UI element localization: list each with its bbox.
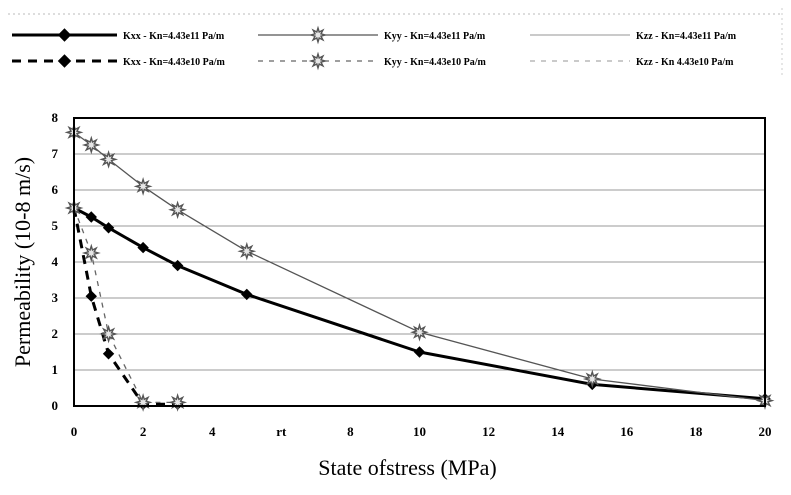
x-tick-label: 20 xyxy=(759,424,772,439)
x-tick-label: 4 xyxy=(209,424,216,439)
data-point xyxy=(133,176,153,196)
legend-item: Kyy - Kn=4.43e10 Pa/m xyxy=(258,51,486,71)
data-point xyxy=(85,290,97,302)
data-point xyxy=(137,241,149,254)
x-tick-labels: 0 2 4 rt 8 10 12 14 16 18 20 xyxy=(71,424,772,439)
x-tick-label: 10 xyxy=(413,424,426,439)
legend-label: Kzz - Kn=4.43e11 Pa/m xyxy=(636,31,737,42)
legend-swatch-marker xyxy=(308,51,328,71)
data-point xyxy=(99,324,119,344)
x-tick-label: 12 xyxy=(482,424,495,439)
x-tick-label: 14 xyxy=(551,424,565,439)
legend-swatch-marker xyxy=(308,25,328,45)
data-point xyxy=(168,200,188,220)
x-tick-label: 8 xyxy=(347,424,354,439)
legend-item: Kxx - Kn=4.43e11 Pa/m xyxy=(12,28,225,42)
data-point xyxy=(133,392,153,412)
y-tick-label: 0 xyxy=(52,398,59,413)
data-point xyxy=(102,222,115,234)
legend-label: Kxx - Kn=4.43e11 Pa/m xyxy=(123,31,225,42)
series-layer xyxy=(64,122,775,412)
x-tick-label: 2 xyxy=(140,424,147,439)
data-point xyxy=(237,241,257,261)
data-point xyxy=(168,393,188,412)
x-axis-label: State ofstress (MPa) xyxy=(318,455,496,480)
series-2 xyxy=(64,122,775,411)
legend-label: Kzz - Kn 4.43e10 Pa/m xyxy=(636,57,734,68)
data-point xyxy=(102,348,115,360)
y-tick-label: 2 xyxy=(52,326,59,341)
legend-item: Kyy - Kn=4.43e11 Pa/m xyxy=(258,25,486,45)
data-point xyxy=(241,288,253,301)
data-point xyxy=(99,150,119,169)
x-tick-label: 16 xyxy=(620,424,634,439)
data-point xyxy=(171,259,184,272)
plot-frame xyxy=(73,117,766,407)
y-tick-label: 3 xyxy=(52,290,59,305)
gridlines xyxy=(74,153,765,371)
x-tick-label: 0 xyxy=(71,424,78,439)
legend-swatch-marker xyxy=(57,54,72,68)
data-point xyxy=(413,346,426,358)
data-point xyxy=(81,243,101,263)
x-tick-label: 18 xyxy=(689,424,703,439)
y-tick-label: 5 xyxy=(52,218,59,233)
legend-item: Kxx - Kn=4.43e10 Pa/m xyxy=(12,54,225,68)
x-tick-label: rt xyxy=(276,424,287,439)
y-tick-label: 7 xyxy=(52,146,59,161)
legend-label: Kyy - Kn=4.43e11 Pa/m xyxy=(384,31,486,42)
y-tick-labels: 0 1 2 3 4 5 6 7 8 xyxy=(52,110,59,413)
legend-item: Kzz - Kn=4.43e11 Pa/m xyxy=(530,31,737,42)
y-tick-label: 8 xyxy=(52,110,59,125)
legend-swatch-marker xyxy=(57,28,72,42)
y-tick-label: 4 xyxy=(52,254,59,269)
data-point xyxy=(582,369,602,389)
legend-label: Kxx - Kn=4.43e10 Pa/m xyxy=(123,57,225,68)
y-axis-label: Permeability (10-8 m/s) xyxy=(10,157,35,367)
legend-label: Kyy - Kn=4.43e10 Pa/m xyxy=(384,57,486,68)
legend-item: Kzz - Kn 4.43e10 Pa/m xyxy=(530,57,734,68)
y-tick-label: 1 xyxy=(52,362,59,377)
data-point xyxy=(85,211,97,223)
y-tick-label: 6 xyxy=(52,182,59,197)
data-point xyxy=(410,322,429,342)
data-point xyxy=(81,135,101,155)
legend: Kxx - Kn=4.43e11 Pa/m Kyy - Kn=4.43e11 Pa… xyxy=(8,8,783,76)
